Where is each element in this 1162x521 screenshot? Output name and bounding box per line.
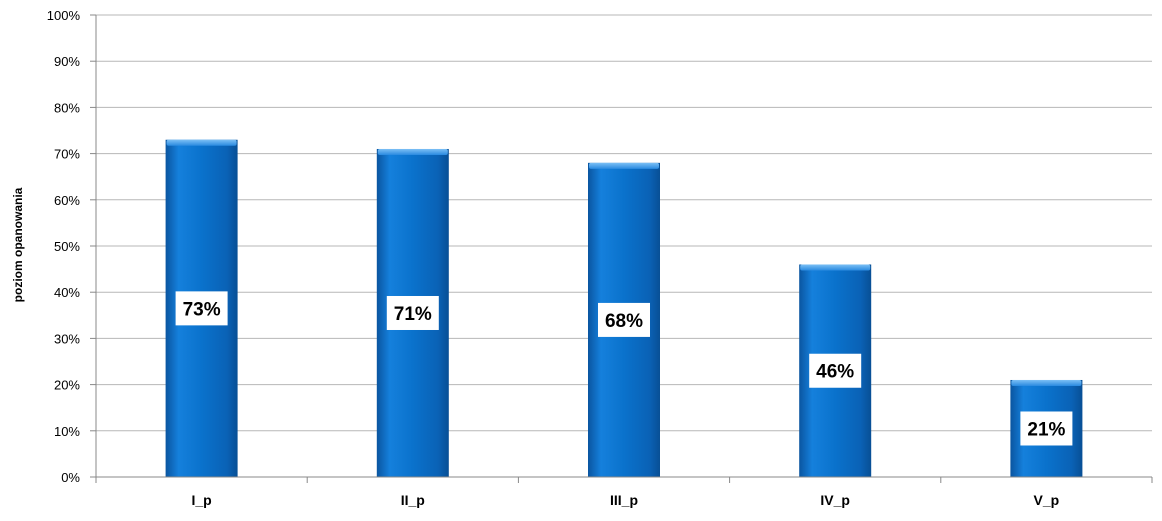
y-axis-title: poziom opanowania [11,187,25,302]
y-tick-label: 40% [54,285,80,300]
y-tick-label: 50% [54,239,80,254]
data-label-box [175,291,228,326]
x-category-label: V_p [1034,492,1060,508]
y-tick-label: 80% [54,100,80,115]
data-label: 21% [1027,419,1065,440]
data-label: 68% [605,311,643,332]
y-tick-label: 0% [61,470,80,485]
x-category-label: IV_p [820,492,850,508]
x-category-label: I_p [191,492,211,508]
bar-highlight [166,139,237,146]
data-label-box [598,302,650,337]
bar-highlight [589,162,659,169]
bar-highlight [1011,379,1082,386]
data-label-box [386,295,439,330]
y-tick-label: 60% [54,193,80,208]
y-tick-label: 70% [54,147,80,162]
y-tick-label: 30% [54,331,80,346]
data-label: 73% [183,299,221,320]
x-axis-category-labels: I_p II_p III_p IV_p V_p [191,492,1059,508]
bar-highlight [377,148,448,155]
bar-highlight [800,264,871,271]
y-tick-label: 90% [54,54,80,69]
x-category-label: II_p [401,492,425,508]
y-tick-label: 10% [54,424,80,439]
y-tick-label: 20% [54,378,80,393]
data-label: 71% [394,304,432,325]
bars: 73% 71% 68% 46% 21% [165,139,1083,478]
data-label: 46% [816,362,854,383]
y-axis-tick-labels: 0% 10% 20% 30% 40% 50% 60% 70% 80% 90% 100% [47,8,81,485]
data-label-box [1020,411,1073,446]
axes [95,15,1153,483]
y-tick-label: 100% [47,8,81,23]
x-category-label: III_p [610,492,638,508]
data-label-box [809,353,862,388]
